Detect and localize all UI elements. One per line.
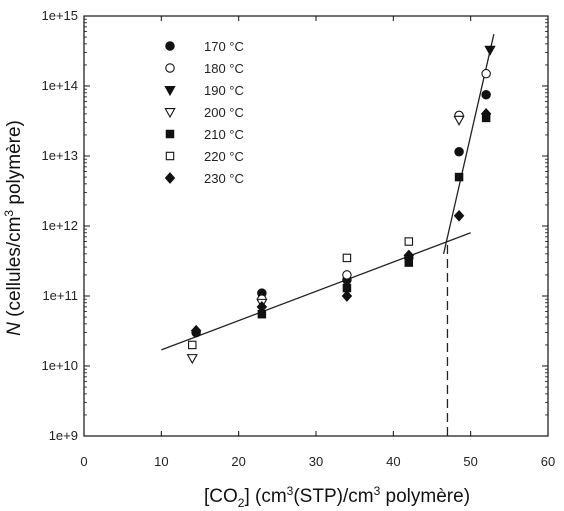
legend-label: 220 °C: [204, 149, 244, 164]
x-tick-label: 60: [541, 454, 555, 469]
tick-labels: 0 10 20 30 40 50 60 1e+9 1e+10 1e+11 1e+12 1e+13 1e+…: [41, 8, 555, 469]
data-point: [342, 253, 352, 263]
fit-line: [442, 34, 495, 255]
axis-ticks: [83, 15, 549, 437]
data-point: [453, 209, 465, 222]
y-tick-label: 1e+14: [41, 78, 78, 93]
y-axis-label: N (cellules/cm3 polymère): [2, 120, 25, 336]
legend-label: 200 °C: [204, 105, 244, 120]
legend-marker: [165, 151, 175, 161]
data-point: [188, 340, 197, 350]
data-point: [403, 249, 415, 262]
legend: 170 °C 180 °C 190 °C 200 °C 210 °C 220 °C 230 …: [164, 39, 244, 186]
data-point: [342, 270, 352, 280]
x-tick-label: 20: [231, 454, 245, 469]
data-point: [454, 172, 464, 182]
y-tick-label: 1e+12: [41, 218, 78, 233]
x-tick-label: 10: [154, 454, 168, 469]
data-point: [341, 290, 353, 302]
y-tick-label: 1e+13: [41, 148, 78, 163]
x-tick-label: 30: [309, 454, 323, 469]
data-point: [484, 45, 496, 56]
data-point: [481, 68, 491, 79]
data-point: [481, 89, 491, 100]
data-point: [453, 115, 465, 126]
y-tick-label: 1e+10: [41, 358, 78, 373]
fit-line: [161, 232, 471, 351]
x-axis-label: [CO2] (cm3(STP)/cm3 polymère): [204, 484, 470, 510]
legend-label: 210 °C: [204, 127, 244, 142]
legend-marker: [165, 63, 175, 73]
data-points: [186, 45, 496, 365]
x-tick-label: 40: [386, 454, 400, 469]
legend-label: 170 °C: [204, 39, 244, 54]
y-tick-label: 1e+15: [41, 8, 78, 23]
plot-area-frame: [83, 15, 549, 437]
legend-label: 190 °C: [204, 83, 244, 98]
legend-marker: [164, 108, 176, 119]
legend-marker: [164, 86, 176, 97]
legend-marker: [164, 172, 176, 184]
x-tick-label: 0: [80, 454, 87, 469]
y-tick-label: 1e+9: [49, 428, 78, 443]
data-point: [480, 108, 492, 120]
y-tick-label: 1e+11: [42, 288, 78, 303]
data-point: [256, 301, 268, 313]
data-point: [454, 147, 464, 157]
legend-marker: [165, 41, 175, 51]
data-point: [190, 324, 202, 337]
legend-label: 230 °C: [204, 171, 244, 186]
x-tick-label: 50: [463, 454, 477, 469]
data-point: [404, 237, 414, 246]
legend-marker: [165, 129, 175, 139]
data-point: [186, 354, 198, 365]
legend-label: 180 °C: [204, 61, 244, 76]
